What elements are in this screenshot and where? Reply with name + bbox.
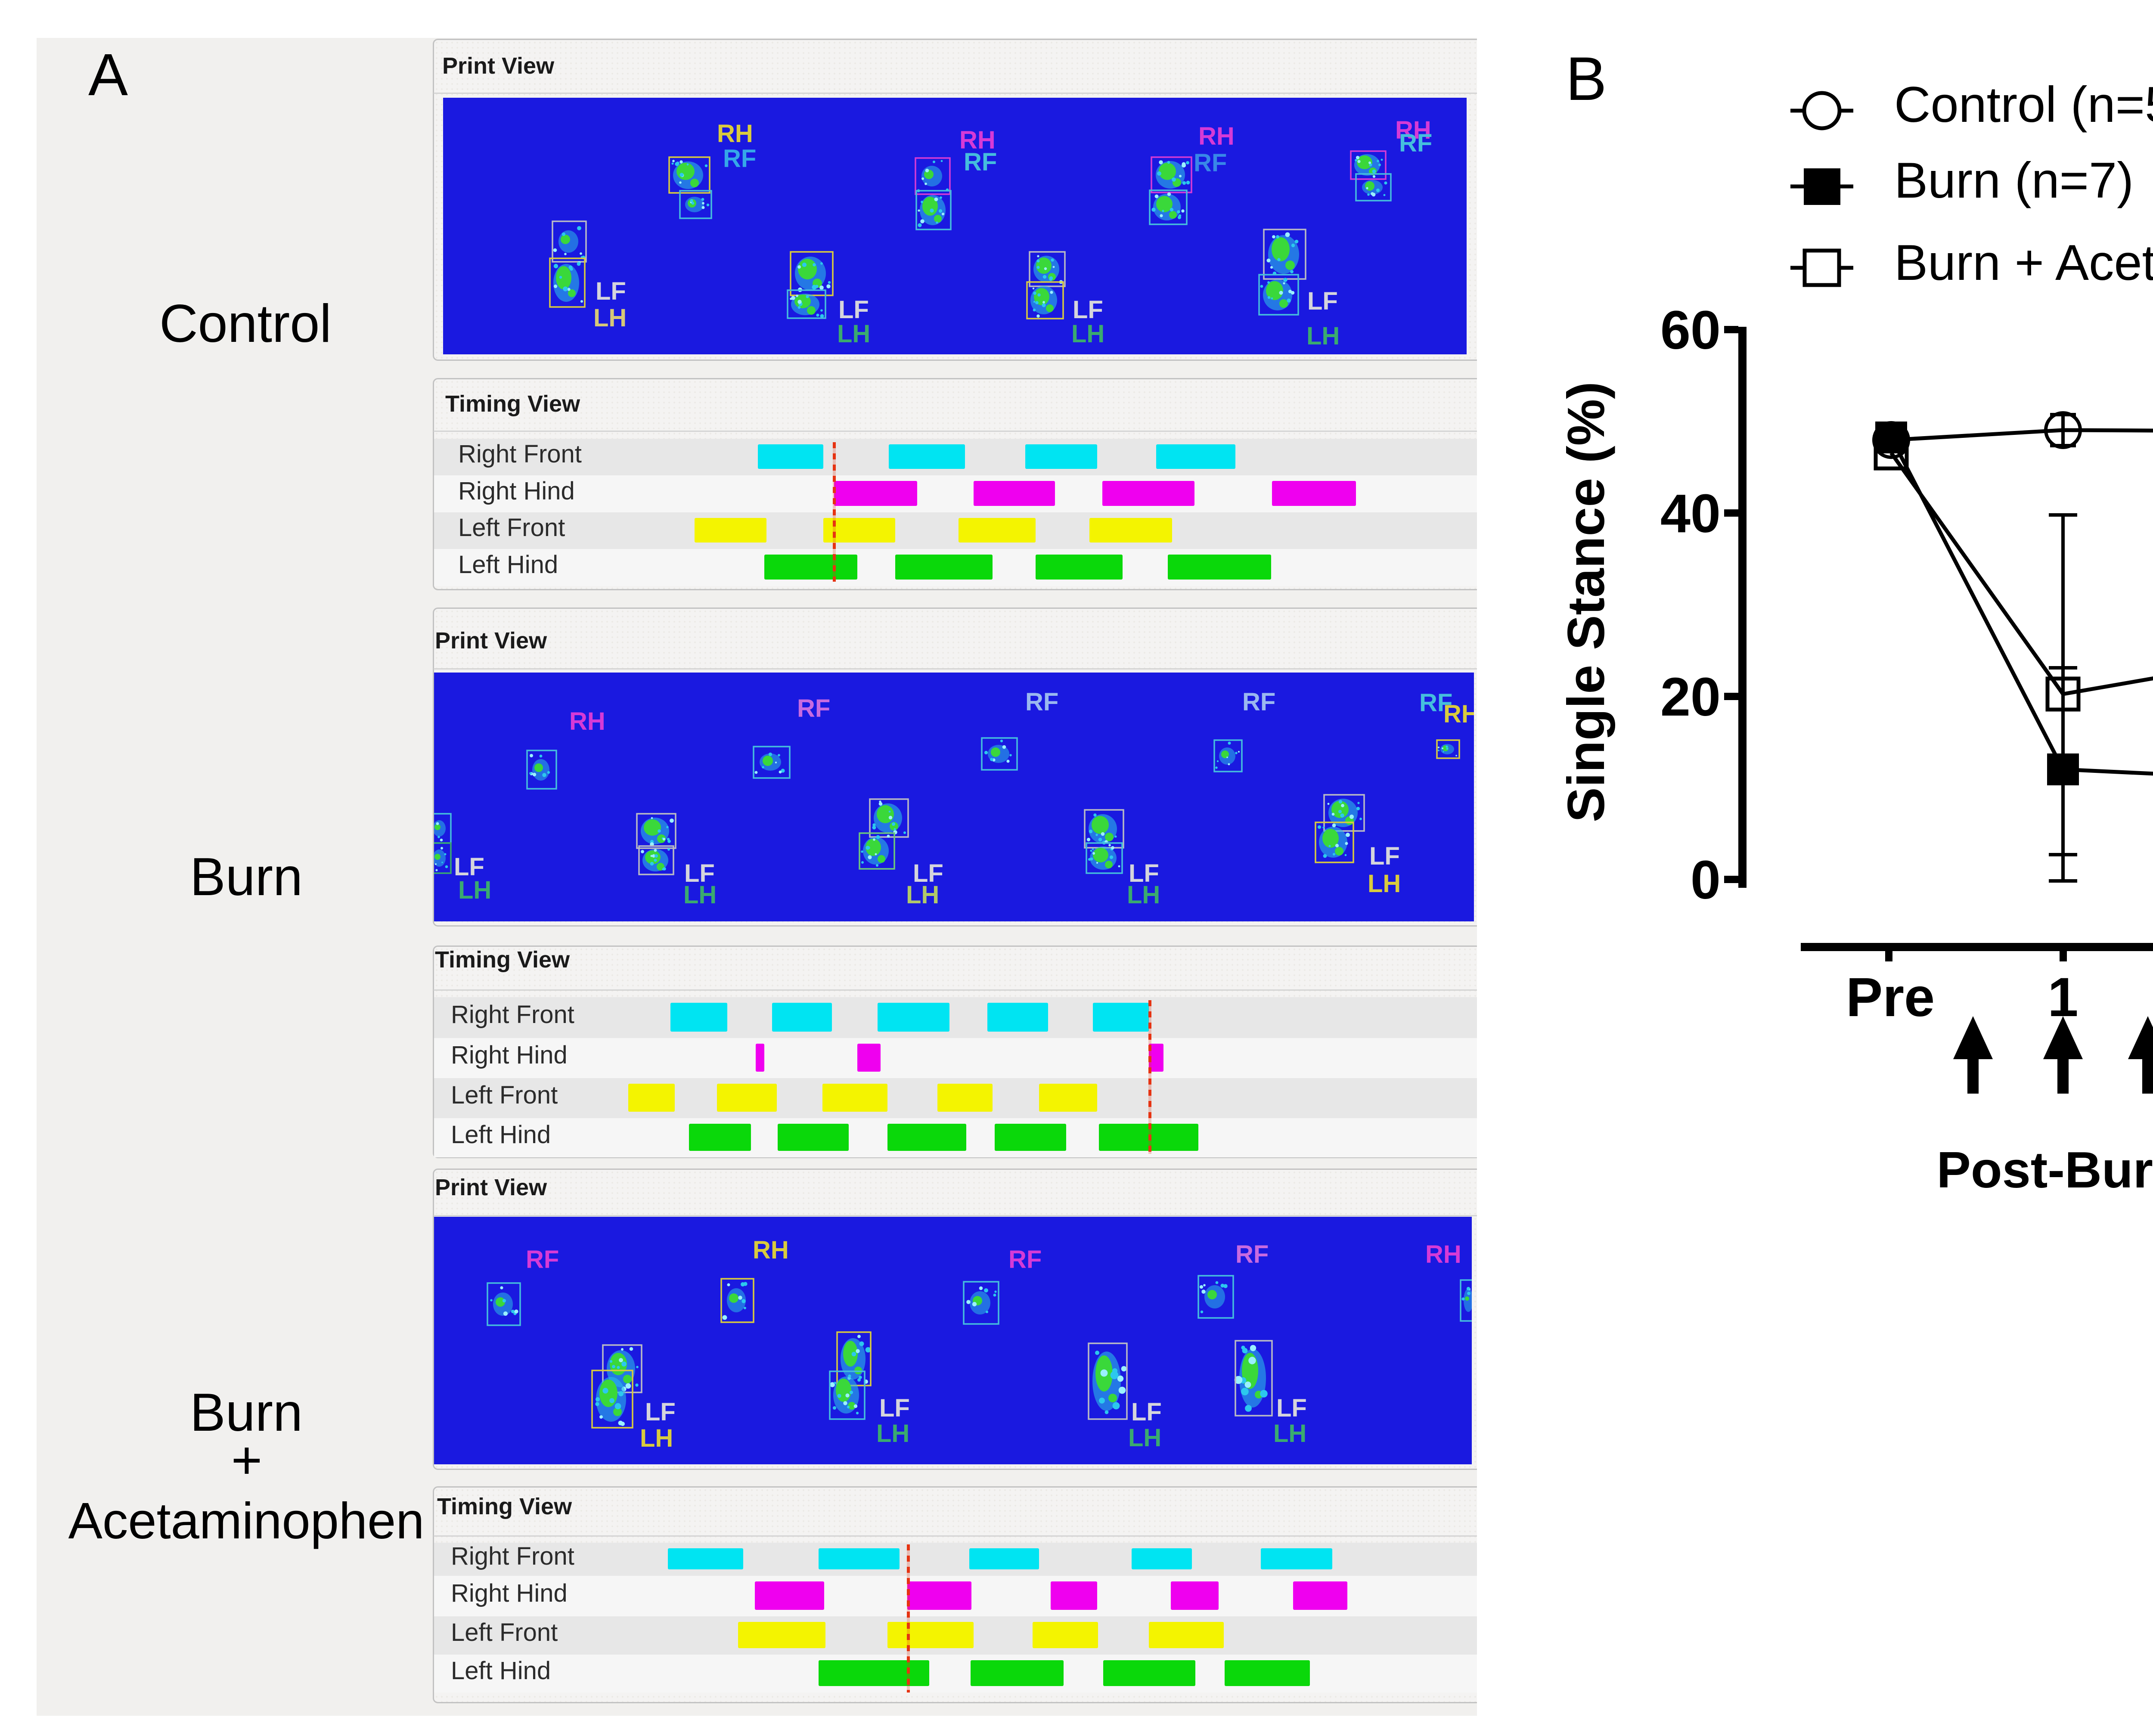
svg-text:LH: LH [458, 876, 491, 904]
svg-text:LF: LF [454, 853, 484, 881]
svg-text:LF: LF [1131, 1398, 1162, 1426]
svg-text:RH: RH [753, 1236, 789, 1264]
svg-text:LH: LH [906, 881, 939, 909]
svg-text:RF: RF [723, 145, 756, 173]
svg-text:RF: RF [1419, 689, 1452, 717]
svg-text:RH: RH [1425, 1240, 1461, 1268]
svg-text:40: 40 [1660, 483, 1721, 544]
svg-text:Burn + Acetaminophen (200 mg/k: Burn + Acetaminophen (200 mg/kg, n=7) [1894, 234, 2153, 291]
svg-text:RH: RH [1395, 116, 1431, 144]
svg-text:LF: LF [879, 1394, 910, 1422]
svg-text:LF: LF [913, 859, 943, 887]
svg-text:LH: LH [593, 304, 627, 332]
svg-text:RF: RF [1399, 129, 1432, 157]
svg-text:0: 0 [1691, 849, 1721, 910]
svg-text:LF: LF [1276, 1394, 1307, 1422]
svg-text:RF: RF [797, 694, 830, 722]
svg-text:LF: LF [1369, 842, 1400, 870]
svg-text:60: 60 [1660, 300, 1721, 360]
svg-text:LH: LH [837, 320, 870, 348]
svg-text:B: B [1566, 45, 1607, 113]
svg-text:RF: RF [1025, 688, 1058, 716]
svg-text:RH: RH [1198, 122, 1235, 150]
svg-text:LH: LH [1071, 320, 1104, 348]
svg-text:RH: RH [569, 707, 605, 735]
svg-text:LH: LH [1127, 881, 1160, 909]
svg-text:20: 20 [1660, 666, 1721, 727]
svg-text:RH: RH [1443, 700, 1474, 728]
svg-text:LH: LH [1128, 1424, 1161, 1452]
svg-text:LH: LH [1273, 1420, 1306, 1448]
svg-text:LF: LF [1307, 287, 1338, 315]
svg-text:Pre: Pre [1846, 967, 1935, 1028]
svg-text:LH: LH [683, 881, 717, 909]
svg-text:Control (n=5): Control (n=5) [1894, 76, 2153, 133]
svg-text:LF: LF [684, 859, 715, 887]
svg-text:RH: RH [717, 120, 753, 148]
svg-text:RF: RF [1008, 1246, 1042, 1274]
svg-text:LH: LH [1306, 322, 1340, 350]
svg-text:LH: LH [640, 1424, 673, 1452]
svg-text:LF: LF [1129, 859, 1159, 887]
svg-text:LF: LF [645, 1398, 676, 1426]
svg-text:RH: RH [959, 126, 996, 154]
svg-text:LF: LF [596, 277, 626, 305]
svg-text:RF: RF [964, 148, 997, 176]
svg-text:LF: LF [1073, 296, 1103, 324]
svg-text:RF: RF [1194, 149, 1227, 177]
svg-text:LH: LH [1368, 870, 1401, 898]
svg-text:LF: LF [838, 296, 869, 324]
svg-text:RF: RF [1235, 1240, 1269, 1268]
svg-text:RF: RF [526, 1246, 559, 1274]
svg-text:RF: RF [1242, 688, 1275, 716]
svg-text:Burn (n=7): Burn (n=7) [1894, 152, 2134, 208]
svg-text:Single Stance (%): Single Stance (%) [1557, 381, 1615, 822]
svg-text:Post-Burn induction Day: Post-Burn induction Day [1937, 1141, 2153, 1199]
svg-text:LH: LH [876, 1420, 909, 1448]
